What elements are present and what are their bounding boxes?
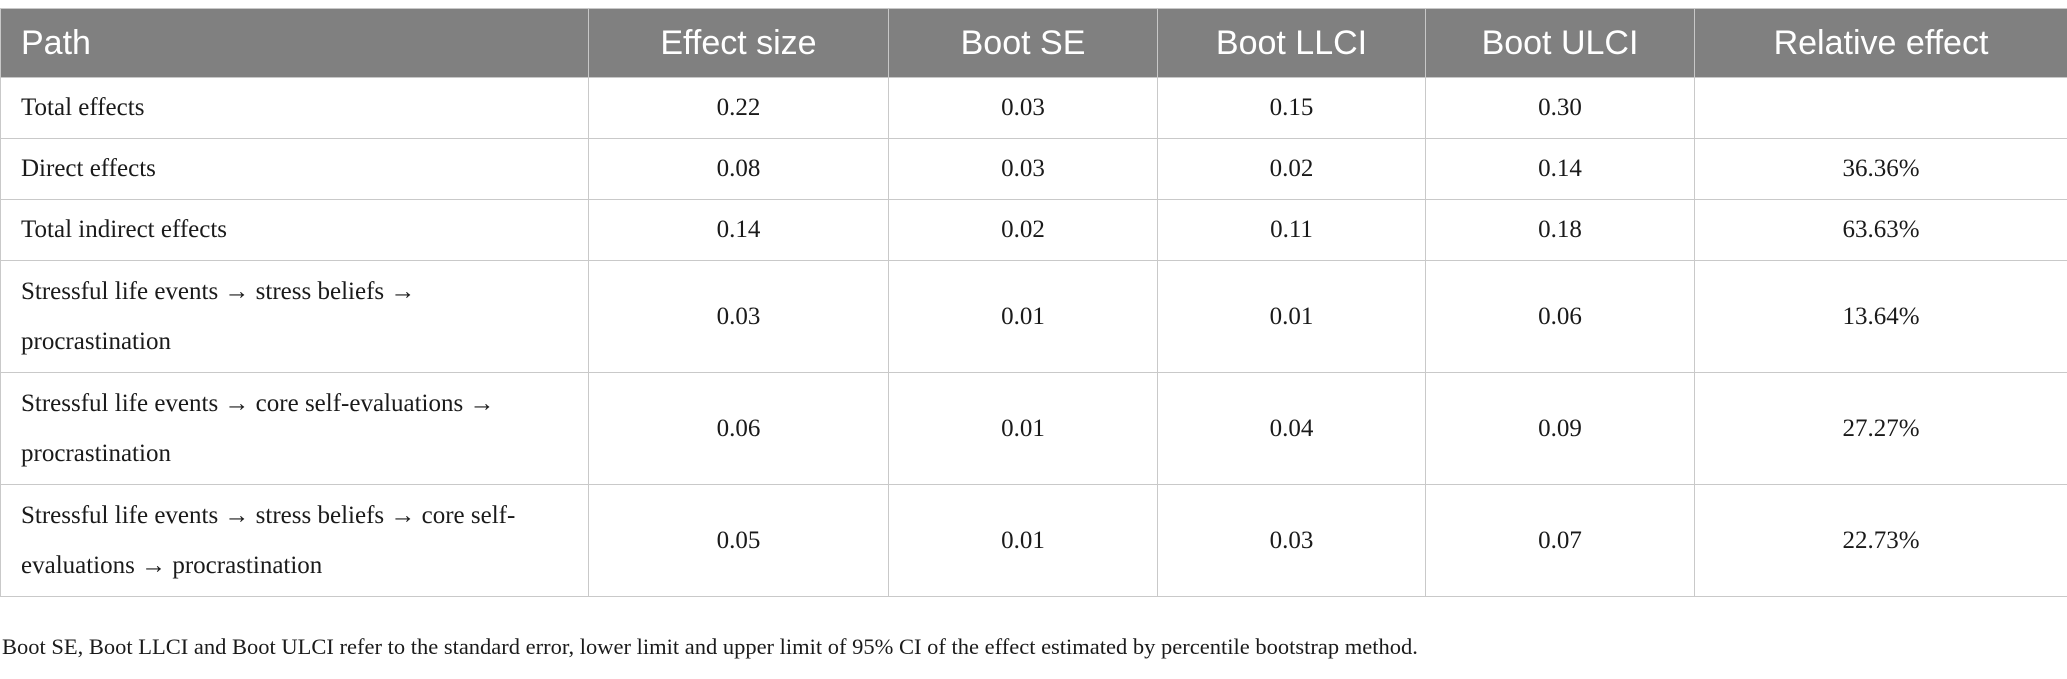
cell-boot-ulci: 0.07 <box>1425 484 1695 597</box>
table-row: Stressful life events → core self-evalua… <box>0 372 2067 485</box>
table-row: Total effects 0.22 0.03 0.15 0.30 <box>0 77 2067 139</box>
cell-boot-ulci: 0.30 <box>1425 77 1695 139</box>
header-row: Path Effect size Boot SE Boot LLCI Boot … <box>0 8 2067 78</box>
cell-effect-size: 0.08 <box>588 138 889 200</box>
mediation-effects-table: Path Effect size Boot SE Boot LLCI Boot … <box>0 8 2067 597</box>
header-boot-ulci: Boot ULCI <box>1425 8 1695 78</box>
table-row: Stressful life events → stress beliefs →… <box>0 260 2067 373</box>
cell-boot-ulci: 0.18 <box>1425 199 1695 261</box>
header-boot-llci: Boot LLCI <box>1157 8 1426 78</box>
table-footnote: Boot SE, Boot LLCI and Boot ULCI refer t… <box>2 634 1418 659</box>
cell-effect-size: 0.05 <box>588 484 889 597</box>
cell-relative-effect: 22.73% <box>1694 484 2067 597</box>
table-row: Stressful life events → stress beliefs →… <box>0 484 2067 597</box>
cell-path: Stressful life events → stress beliefs →… <box>0 260 589 373</box>
header-path: Path <box>0 8 589 78</box>
cell-boot-llci: 0.11 <box>1157 199 1426 261</box>
header-boot-se: Boot SE <box>888 8 1158 78</box>
cell-boot-llci: 0.03 <box>1157 484 1426 597</box>
cell-relative-effect: 63.63% <box>1694 199 2067 261</box>
cell-relative-effect: 13.64% <box>1694 260 2067 373</box>
cell-path: Total effects <box>0 77 589 139</box>
cell-relative-effect: 36.36% <box>1694 138 2067 200</box>
cell-boot-llci: 0.01 <box>1157 260 1426 373</box>
cell-boot-ulci: 0.09 <box>1425 372 1695 485</box>
cell-relative-effect <box>1694 77 2067 139</box>
cell-boot-ulci: 0.14 <box>1425 138 1695 200</box>
table-row: Total indirect effects 0.14 0.02 0.11 0.… <box>0 199 2067 261</box>
table-row: Direct effects 0.08 0.03 0.02 0.14 36.36… <box>0 138 2067 200</box>
cell-boot-se: 0.03 <box>888 77 1158 139</box>
cell-boot-se: 0.01 <box>888 260 1158 373</box>
cell-boot-ulci: 0.06 <box>1425 260 1695 373</box>
cell-boot-llci: 0.02 <box>1157 138 1426 200</box>
cell-relative-effect: 27.27% <box>1694 372 2067 485</box>
cell-boot-se: 0.01 <box>888 372 1158 485</box>
cell-path: Direct effects <box>0 138 589 200</box>
cell-boot-llci: 0.15 <box>1157 77 1426 139</box>
cell-effect-size: 0.03 <box>588 260 889 373</box>
cell-boot-se: 0.03 <box>888 138 1158 200</box>
cell-effect-size: 0.22 <box>588 77 889 139</box>
cell-boot-se: 0.02 <box>888 199 1158 261</box>
header-relative-effect: Relative effect <box>1694 8 2067 78</box>
cell-boot-se: 0.01 <box>888 484 1158 597</box>
cell-path: Stressful life events → stress beliefs →… <box>0 484 589 597</box>
mediation-effects-table-container: Path Effect size Boot SE Boot LLCI Boot … <box>0 8 2067 597</box>
cell-path: Total indirect effects <box>0 199 589 261</box>
cell-path: Stressful life events → core self-evalua… <box>0 372 589 485</box>
cell-effect-size: 0.14 <box>588 199 889 261</box>
cell-effect-size: 0.06 <box>588 372 889 485</box>
cell-boot-llci: 0.04 <box>1157 372 1426 485</box>
header-effect-size: Effect size <box>588 8 889 78</box>
